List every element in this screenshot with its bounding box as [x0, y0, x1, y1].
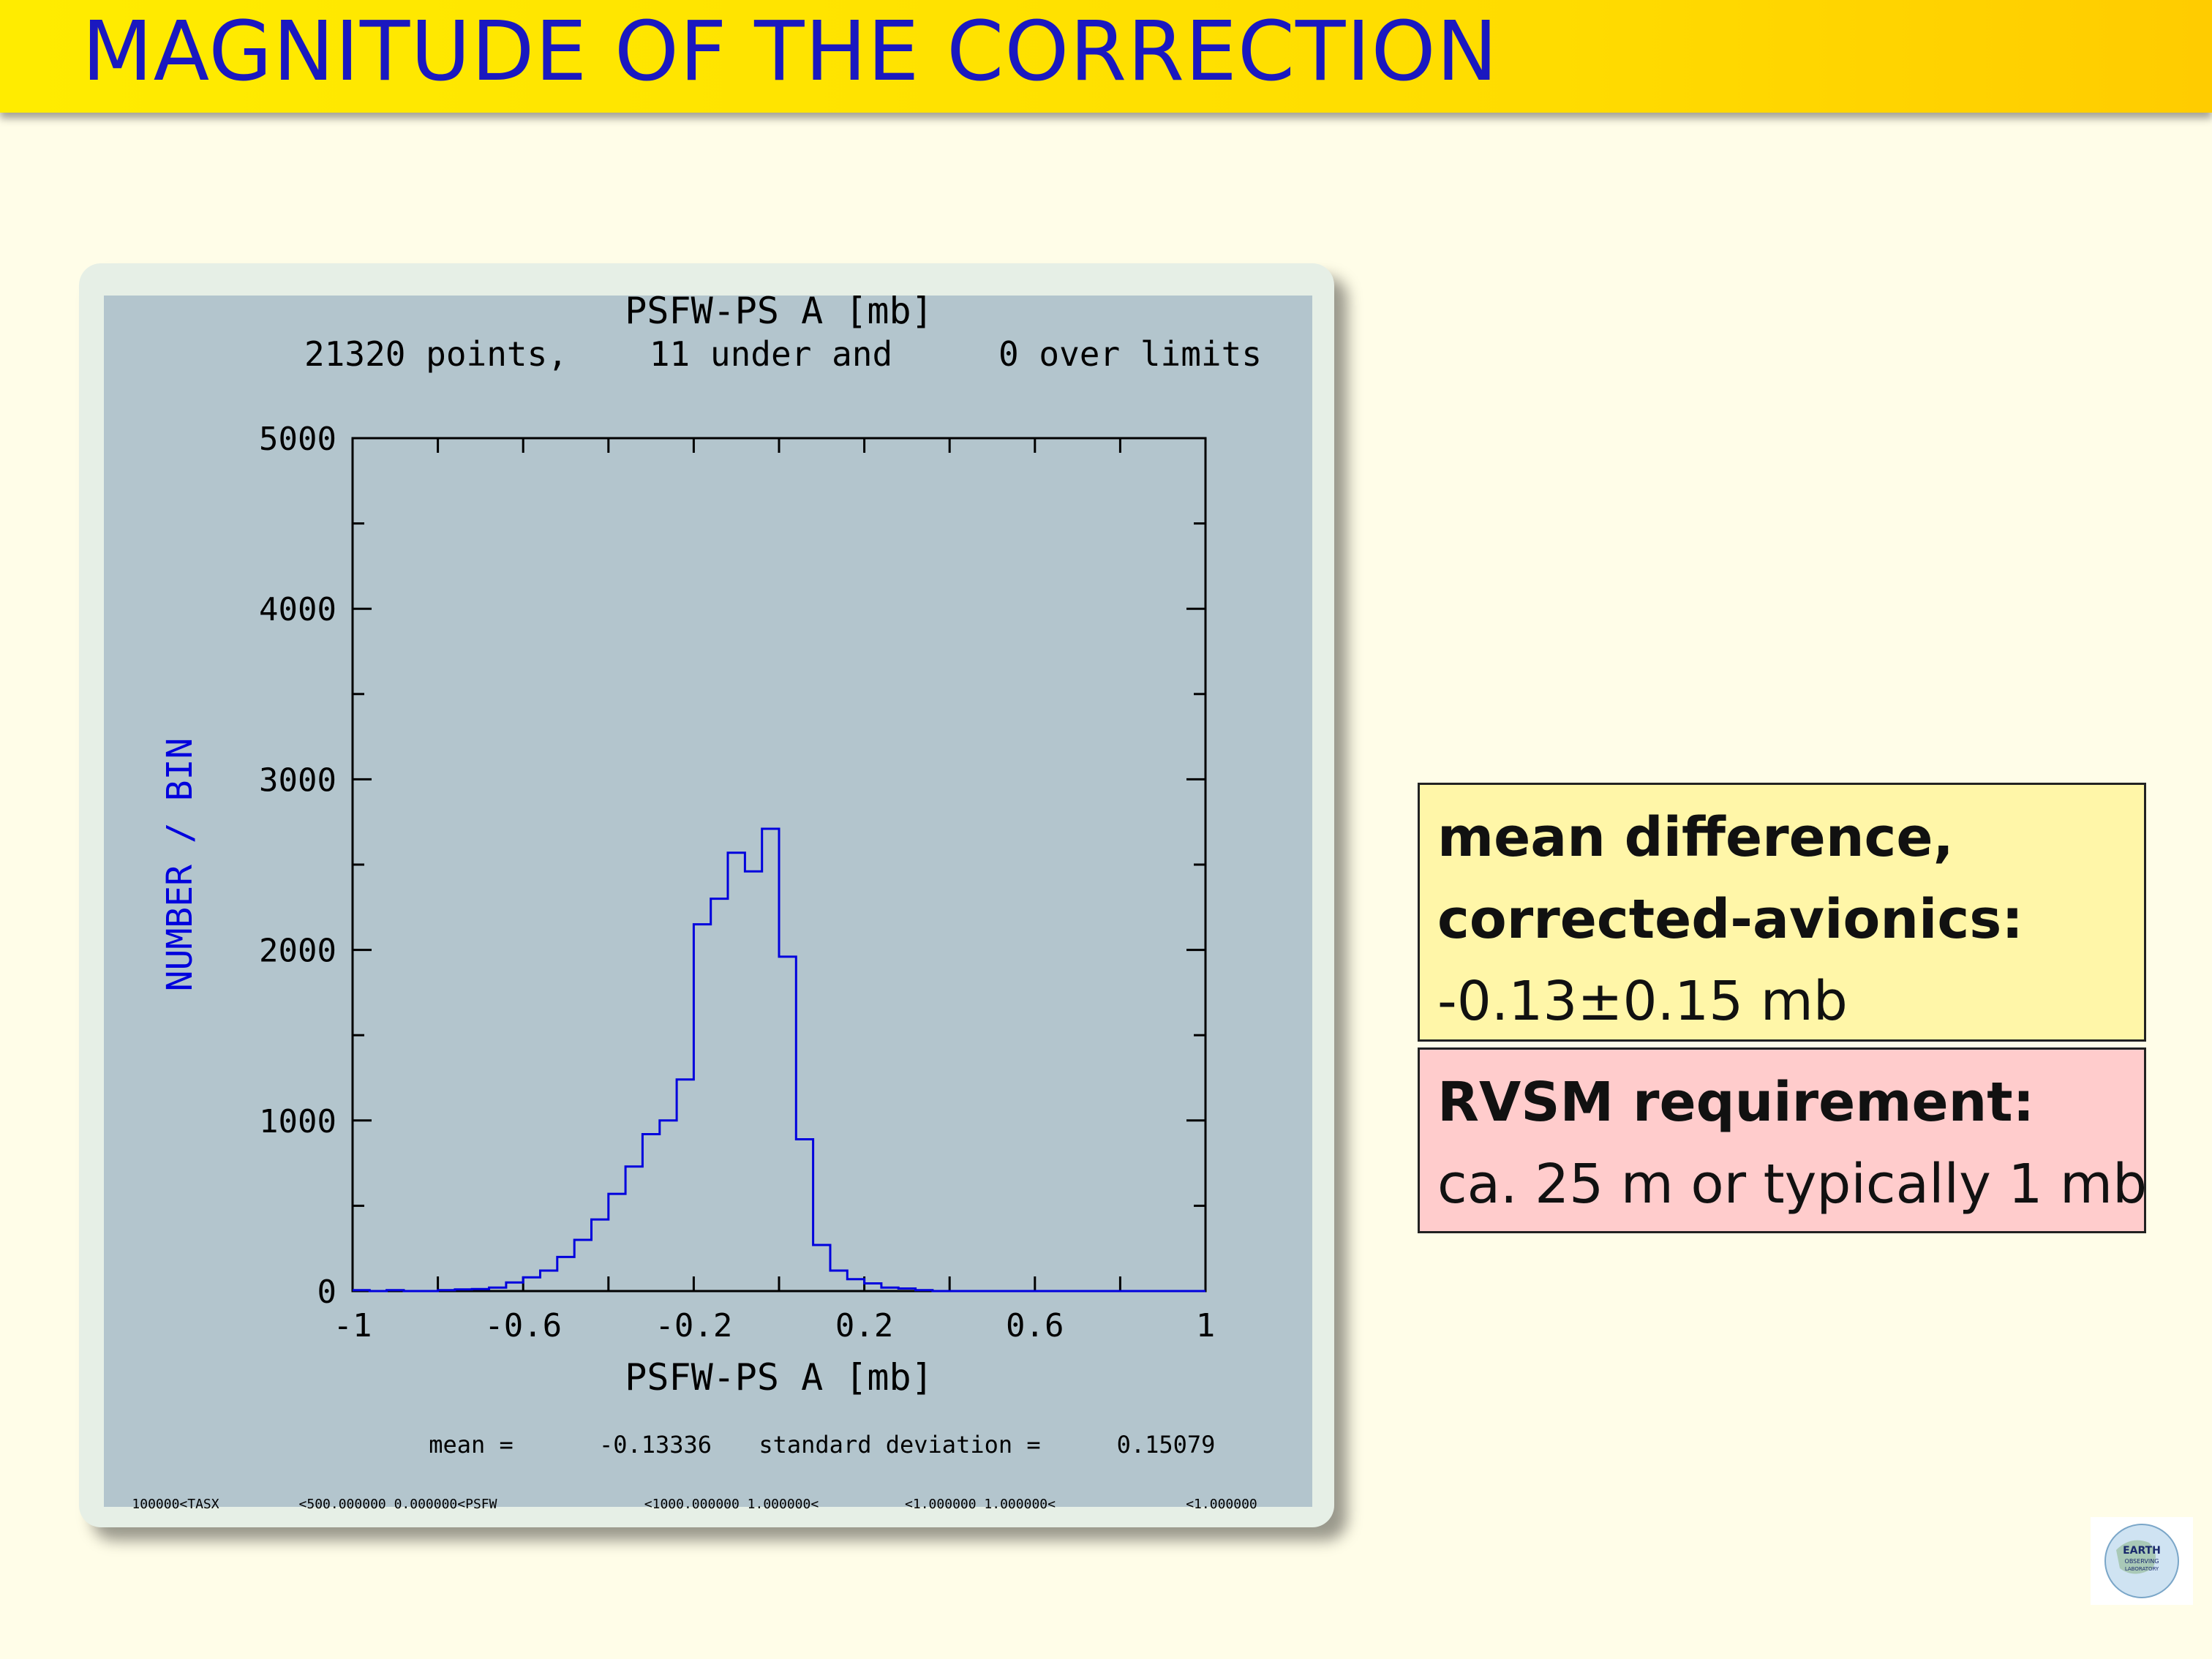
rvsm-box-heading: RVSM requirement: — [1437, 1071, 2035, 1134]
mean-difference-box: mean difference, corrected-avionics: -0.… — [1418, 783, 2146, 1042]
rvsm-requirement-box: RVSM requirement: ca. 25 m or typically … — [1418, 1047, 2148, 1233]
footer-limit: <500.000000 0.000000<PSFW — [299, 1497, 497, 1512]
subtitle-under: 11 under and — [650, 334, 892, 374]
histogram-bin — [693, 925, 710, 1291]
y-tick-label: 5000 — [259, 421, 336, 458]
footer-limit: <1.000000 — [1186, 1497, 1257, 1512]
histogram-bin — [711, 899, 728, 1291]
histogram-bin — [591, 1219, 608, 1291]
y-tick-label: 1000 — [259, 1103, 336, 1140]
histogram-bin — [916, 1290, 933, 1291]
histogram-bin — [677, 1080, 693, 1291]
logo-text-2: OBSERVING — [2125, 1558, 2159, 1565]
stats-sd-label: standard deviation = — [759, 1431, 1040, 1459]
subtitle-over: 0 over limits — [998, 334, 1262, 374]
stats-mean-value: -0.13336 — [599, 1431, 712, 1459]
x-tick-label: 0.6 — [1006, 1307, 1064, 1344]
y-tick-label: 3000 — [259, 761, 336, 799]
y-tick-label: 0 — [317, 1274, 337, 1311]
x-tick-label: -1 — [334, 1307, 372, 1344]
chart-title: PSFW-PS A [mb] — [625, 290, 933, 332]
x-tick-label: -0.2 — [655, 1307, 732, 1344]
histogram-bin — [881, 1287, 898, 1291]
histogram-bin — [779, 957, 796, 1291]
slide-title: MAGNITUDE OF THE CORRECTION — [82, 4, 1499, 99]
histogram-bin — [387, 1290, 404, 1291]
x-tick-label: 1 — [1196, 1307, 1216, 1344]
mean-box-line1: mean difference, — [1437, 806, 1954, 869]
histogram-bin — [574, 1240, 591, 1291]
x-axis-label: PSFW-PS A [mb] — [625, 1356, 933, 1399]
x-tick-label: -0.6 — [484, 1307, 562, 1344]
histogram-bin — [541, 1271, 557, 1291]
earth-observing-laboratory-logo-icon: EARTH OBSERVING LABORATORY — [2091, 1517, 2193, 1605]
footer-limit: 100000<TASX — [132, 1497, 219, 1512]
mean-box-line2: corrected-avionics: — [1437, 888, 2023, 951]
y-tick-label: 4000 — [259, 591, 336, 628]
plot-background — [104, 296, 1312, 1507]
histogram-bin — [865, 1284, 881, 1291]
chart-layer: -1 -0.6 -0.2 0.2 0.6 1 0 1000 2000 3000 4000 5000 PS… — [132, 290, 1262, 1512]
histogram-bin — [625, 1167, 642, 1291]
histogram-bin — [506, 1282, 523, 1291]
histogram-bin — [472, 1289, 489, 1291]
histogram-bin — [609, 1194, 625, 1291]
histogram-bin — [660, 1121, 677, 1291]
histogram-bin — [353, 1290, 369, 1291]
title-bar: MAGNITUDE OF THE CORRECTION — [0, 0, 2212, 113]
logo-text-1: EARTH — [2123, 1545, 2161, 1557]
histogram-bin — [728, 853, 745, 1291]
histogram-bin — [523, 1277, 540, 1291]
subtitle-points: 21320 points, — [304, 334, 568, 374]
footer-limit: <1.000000 1.000000< — [905, 1497, 1056, 1512]
y-axis-label: NUMBER / BIN — [159, 738, 200, 992]
footer-limit: <1000.000000 1.000000< — [644, 1497, 819, 1512]
histogram-bin — [455, 1290, 472, 1291]
histogram-bin — [813, 1245, 830, 1291]
stats-sd-value: 0.15079 — [1117, 1431, 1216, 1459]
mean-box-value: -0.13±0.15 mb — [1437, 970, 1848, 1033]
histogram-bin — [438, 1290, 455, 1291]
histogram-bin — [745, 871, 761, 1291]
histogram-bin — [796, 1139, 813, 1291]
histogram-bin — [898, 1289, 915, 1291]
histogram-bin — [847, 1279, 864, 1291]
histogram-bin — [762, 829, 779, 1291]
stats-mean-label: mean = — [429, 1431, 514, 1459]
histogram-series — [353, 827, 1205, 1293]
histogram-bin — [642, 1134, 659, 1291]
logo-text-3: LABORATORY — [2125, 1566, 2159, 1572]
x-tick-label: 0.2 — [835, 1307, 893, 1344]
histogram-bin — [830, 1271, 847, 1291]
histogram-bin — [557, 1257, 574, 1291]
y-tick-label: 2000 — [259, 933, 336, 970]
rvsm-box-text: ca. 25 m or typically 1 mb — [1437, 1153, 2148, 1216]
histogram-bin — [489, 1287, 506, 1291]
